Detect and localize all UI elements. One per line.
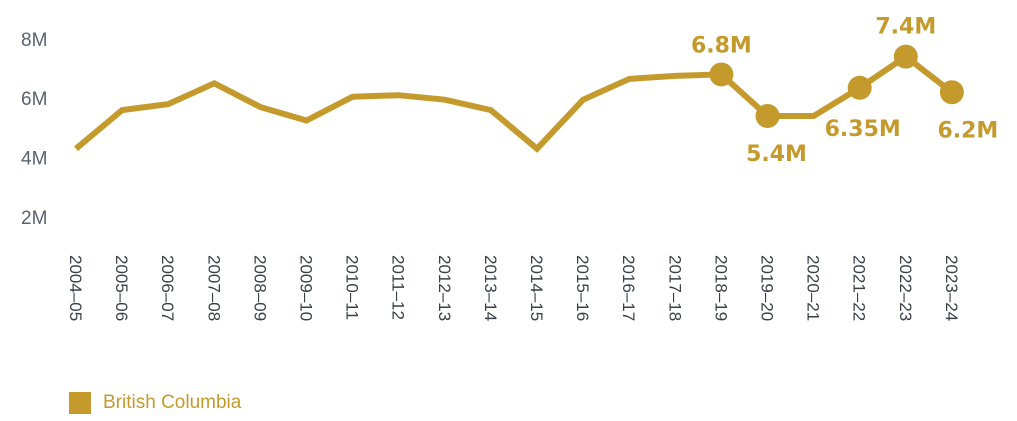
legend-label: British Columbia: [103, 392, 242, 413]
data-point-marker: [847, 75, 872, 100]
series-line-british-columbia: [74, 52, 954, 153]
x-tick-label: 2005–06: [112, 255, 131, 321]
y-tick-label: 4M: [21, 149, 47, 170]
x-tick-label: 2022–23: [896, 255, 915, 321]
x-axis: 2004–05 2005–06 2006–07 2007–08 2008–09 2009–…: [66, 255, 961, 321]
x-tick-label: 2015–16: [573, 255, 592, 321]
y-tick-label: 6M: [21, 89, 47, 110]
x-tick-label: 2012–13: [435, 255, 454, 321]
x-tick-label: 2011–12: [389, 255, 408, 320]
x-tick-label: 2018–19: [711, 255, 730, 321]
x-tick-label: 2019–20: [758, 255, 777, 321]
data-label: 7.4M: [875, 15, 936, 40]
data-point-marker: [755, 104, 780, 129]
x-tick-label: 2016–17: [619, 255, 638, 321]
legend: British Columbia: [69, 392, 241, 414]
x-tick-label: 2006–07: [158, 255, 177, 321]
series-layer: [74, 44, 964, 153]
y-axis: 2M 4M 6M 8M: [21, 30, 47, 229]
legend-swatch: [69, 392, 91, 414]
x-tick-label: 2008–09: [250, 255, 269, 321]
data-label: 6.8M: [691, 33, 752, 58]
data-label: 6.2M: [937, 118, 998, 143]
data-label: 5.4M: [746, 142, 807, 167]
x-tick-label: 2017–18: [665, 255, 684, 321]
data-point-marker: [893, 44, 918, 69]
x-tick-label: 2013–14: [481, 255, 500, 321]
x-tick-label: 2021–22: [850, 255, 869, 321]
y-tick-label: 8M: [21, 30, 47, 51]
x-tick-label: 2020–21: [804, 255, 823, 321]
x-tick-label: 2014–15: [527, 255, 546, 321]
y-tick-label: 2M: [21, 208, 47, 229]
x-tick-label: 2010–11: [343, 255, 362, 320]
x-tick-label: 2009–10: [297, 255, 316, 321]
data-point-marker: [939, 80, 964, 105]
x-tick-label: 2023–24: [942, 255, 961, 321]
data-point-marker: [709, 62, 734, 87]
data-labels: 6.8M 5.4M 6.35M 7.4M 6.2M: [691, 15, 998, 167]
x-tick-label: 2007–08: [204, 255, 223, 321]
data-label: 6.35M: [825, 117, 901, 142]
x-tick-label: 2004–05: [66, 255, 85, 321]
